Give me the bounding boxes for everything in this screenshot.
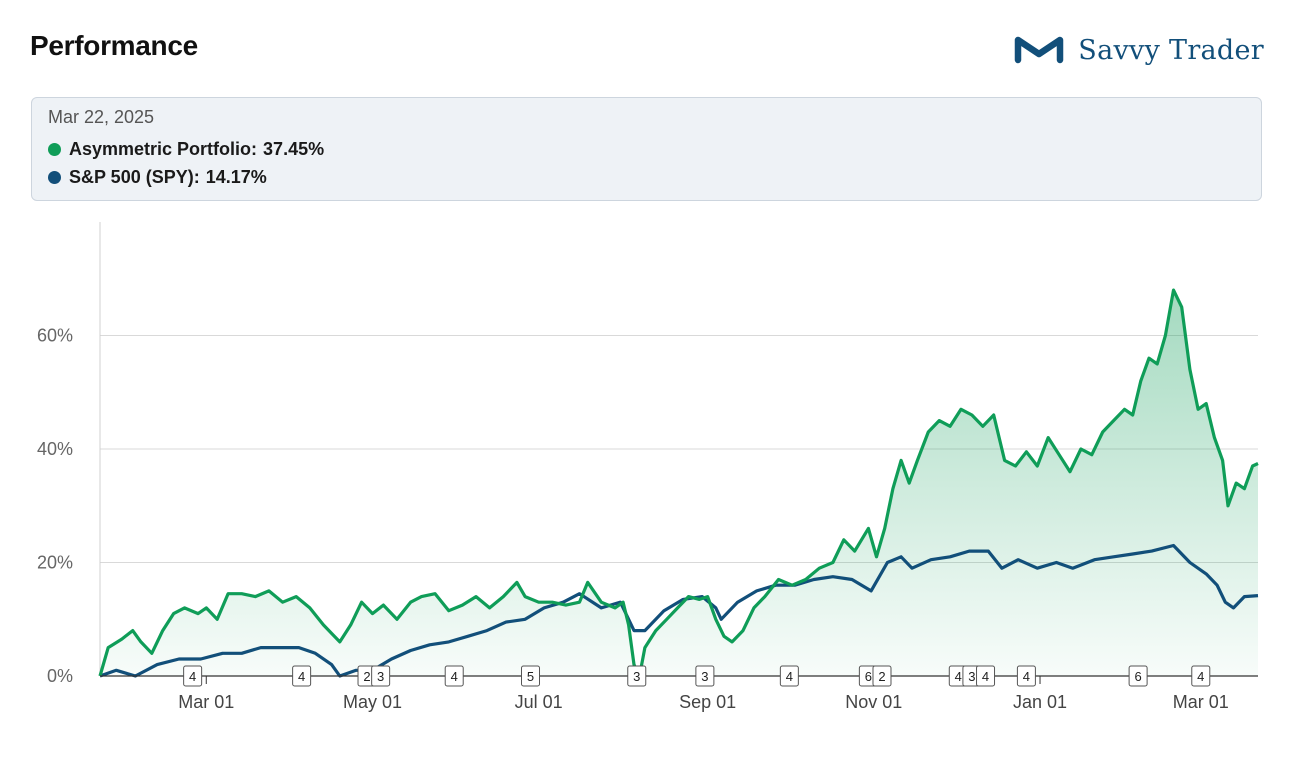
tooltip-value: 37.45% (263, 138, 325, 159)
trade-marker[interactable]: 4 (976, 665, 996, 687)
series-line-asymmetric-portfolio (98, 288, 1259, 678)
y-tick-label: 60% (37, 326, 73, 346)
tooltip-value: 14.17% (205, 166, 267, 187)
trade-marker-label: 3 (701, 669, 708, 684)
trade-marker-label: 5 (527, 669, 534, 684)
trade-marker-label: 2 (878, 669, 885, 684)
x-tick-label: Mar 01 (178, 692, 234, 712)
trade-marker-label: 6 (865, 669, 872, 684)
trade-marker[interactable]: 3 (627, 665, 647, 687)
trade-marker[interactable]: 4 (444, 665, 464, 687)
trade-marker-label: 4 (189, 669, 196, 684)
x-tick-label: May 01 (343, 692, 402, 712)
trade-marker-label: 3 (633, 669, 640, 684)
trade-marker-label: 4 (451, 669, 458, 684)
brand-name: Savvy Trader (1078, 34, 1264, 66)
trade-marker[interactable]: 2 (872, 665, 892, 687)
trade-marker[interactable]: 5 (521, 665, 541, 687)
x-tick-label: Jan 01 (1013, 692, 1067, 712)
tooltip-label: Asymmetric Portfolio: (69, 138, 258, 159)
x-tick-label: Jul 01 (515, 692, 563, 712)
tooltip-label: S&P 500 (SPY): (69, 166, 200, 187)
trade-marker[interactable]: 4 (1191, 665, 1211, 687)
savvy-trader-logo-icon (1015, 36, 1064, 64)
x-tick-label: Mar 01 (1173, 692, 1229, 712)
trade-marker[interactable]: 3 (695, 665, 715, 687)
brand-logo[interactable]: Savvy Trader (1012, 28, 1264, 72)
trade-marker[interactable]: 4 (183, 665, 203, 687)
x-tick-label: Sep 01 (679, 692, 736, 712)
trade-marker-label: 4 (1023, 669, 1030, 684)
y-tick-label: 0% (47, 666, 73, 686)
trade-marker-label: 4 (982, 669, 989, 684)
trade-marker-label: 4 (786, 669, 793, 684)
trade-marker-label: 6 (1134, 669, 1141, 684)
series-dot-icon (48, 170, 61, 184)
trade-marker-label: 4 (1197, 669, 1204, 684)
trade-marker-label: 4 (298, 669, 305, 684)
trade-marker-label: 3 (377, 669, 384, 684)
trade-marker-label: 4 (955, 669, 962, 684)
trade-marker[interactable]: 6 (1128, 665, 1148, 687)
trade-marker[interactable]: 4 (292, 665, 312, 687)
page-title: Performance (30, 30, 198, 61)
header: Performance Savvy Trader (30, 28, 1264, 72)
trade-marker-label: 2 (363, 669, 370, 684)
trade-marker[interactable]: 3 (371, 665, 391, 687)
y-tick-label: 20% (37, 553, 73, 573)
trade-marker[interactable]: 4 (779, 665, 799, 687)
x-tick-label: Nov 01 (845, 692, 902, 712)
portfolio-area (100, 290, 1258, 676)
y-tick-label: 40% (37, 439, 73, 459)
trade-marker[interactable]: 4 (1016, 665, 1036, 687)
performance-chart[interactable]: 0% 20% 40% 60% Mar 01 May 01 Jul 01 Sep 01 Nov 0… (0, 210, 1292, 750)
series-dot-icon (48, 142, 61, 156)
tooltip-row-portfolio: Asymmetric Portfolio: 37.45% (48, 135, 1261, 163)
trade-marker-label: 3 (968, 669, 975, 684)
tooltip-date: Mar 22, 2025 (48, 107, 155, 127)
chart-tooltip: Mar 22, 2025 Asymmetric Portfolio: 37.45… (31, 97, 1262, 201)
tooltip-row-spy: S&P 500 (SPY): 14.17% (48, 163, 1261, 191)
